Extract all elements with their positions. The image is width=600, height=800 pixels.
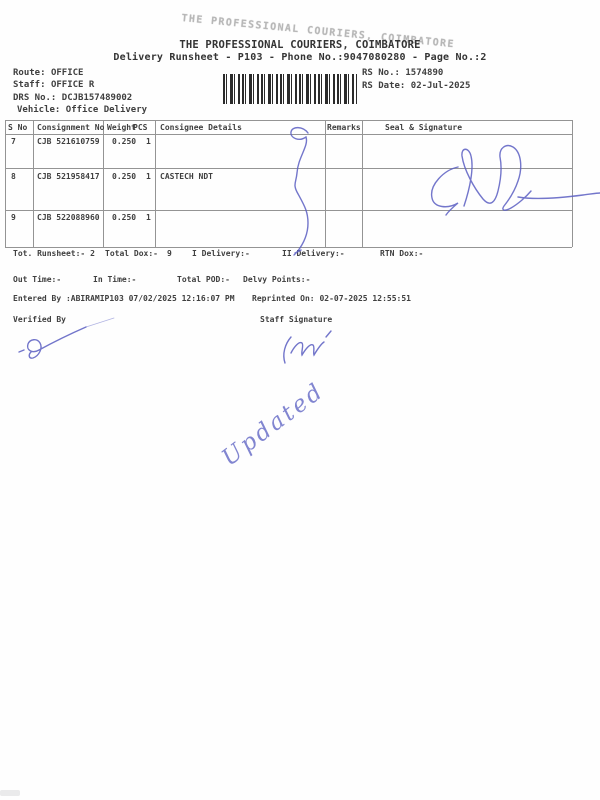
ii-delivery-label: II Delivery:- bbox=[282, 249, 345, 258]
row-weight: 0.250 bbox=[112, 137, 137, 146]
row-consignment-no: CJB 521610759 bbox=[37, 137, 100, 146]
total-dox: Total Dox:- 9 bbox=[105, 249, 172, 258]
row-pcs: 1 bbox=[146, 213, 151, 222]
updated-handwriting: Updated bbox=[217, 377, 330, 472]
i-delivery-label: I Delivery:- bbox=[192, 249, 250, 258]
route-value: OFFICE bbox=[50, 68, 84, 78]
row-weight: 0.250 bbox=[112, 213, 137, 222]
total-runsheet-value: 2 bbox=[90, 249, 95, 258]
reprinted-line: Reprinted On: 02-07-2025 12:55:51 bbox=[252, 294, 411, 303]
row-sno: 8 bbox=[11, 172, 16, 181]
rs-no-line: RS No.: 1574890 bbox=[362, 68, 443, 78]
row-sno: 9 bbox=[11, 213, 16, 222]
route-line: Route: OFFICE bbox=[13, 68, 83, 78]
table-gridline bbox=[325, 120, 326, 247]
table-gridline bbox=[155, 120, 156, 247]
entered-by-value: ABIRAMIP103 07/02/2025 12:16:07 PM bbox=[70, 294, 235, 303]
verified-by-signature-tail bbox=[85, 317, 115, 328]
barcode-image bbox=[223, 74, 357, 104]
total-dox-value: 9 bbox=[166, 249, 172, 258]
page-title: THE PROFESSIONAL COURIERS, COIMBATORE bbox=[179, 39, 421, 51]
rtn-dox-label: RTN Dox:- bbox=[380, 249, 424, 258]
row-consignment-no: CJB 521958417 bbox=[37, 172, 100, 181]
table-gridline bbox=[362, 120, 363, 247]
table-gridline bbox=[103, 120, 104, 247]
reprinted-label: Reprinted On: bbox=[252, 294, 315, 303]
rs-date-value: 02-Jul-2025 bbox=[410, 81, 471, 91]
runsheet-subtitle: Delivery Runsheet - P103 - Phone No.:904… bbox=[113, 52, 487, 63]
drs-line: DRS No.: DCJB157489002 bbox=[13, 93, 132, 103]
col-header-sno: S No bbox=[8, 123, 28, 132]
col-header-weight: Weight bbox=[107, 123, 136, 132]
entered-by-label: Entered By : bbox=[13, 294, 71, 303]
drs-value: DCJB157489002 bbox=[61, 93, 133, 103]
row-consignment-no: CJB 522088960 bbox=[37, 213, 100, 222]
in-time-label: In Time:- bbox=[93, 275, 137, 284]
out-time-label: Out Time:- bbox=[13, 275, 62, 284]
total-dox-label: Total Dox:- bbox=[105, 249, 158, 258]
staff-label: Staff: bbox=[13, 80, 46, 90]
entered-by-line: Entered By :ABIRAMIP103 07/02/2025 12:16… bbox=[13, 294, 235, 303]
row-consignee: CASTECH NDT bbox=[160, 172, 213, 181]
rs-no-value: 1574890 bbox=[405, 68, 444, 78]
col-header-consignment: Consignment No bbox=[37, 123, 105, 132]
table-gridline bbox=[5, 120, 6, 247]
staff-signature-ink bbox=[283, 330, 332, 364]
total-runsheet: Tot. Runsheet:- 2 bbox=[13, 249, 95, 258]
vehicle-label: Vehicle: bbox=[17, 105, 61, 115]
col-header-pcs: PCS bbox=[133, 123, 148, 132]
verified-by-signature bbox=[18, 326, 87, 359]
rs-date-line: RS Date: 02-Jul-2025 bbox=[362, 81, 470, 91]
rs-no-label: RS No.: bbox=[362, 68, 400, 78]
row-sno: 7 bbox=[11, 137, 16, 146]
total-pod-label: Total POD:- bbox=[177, 275, 230, 284]
total-runsheet-label: Tot. Runsheet:- bbox=[13, 249, 86, 258]
staff-signature-label: Staff Signature bbox=[260, 315, 333, 324]
col-header-remarks: Remarks bbox=[327, 123, 361, 132]
route-label: Route: bbox=[13, 68, 46, 78]
table-gridline bbox=[5, 168, 572, 169]
vehicle-value: Office Delivery bbox=[65, 105, 148, 115]
table-gridline bbox=[33, 120, 34, 247]
table-gridline bbox=[5, 247, 572, 248]
verified-by-label: Verified By bbox=[13, 315, 66, 324]
delvy-points-label: Delvy Points:- bbox=[243, 275, 311, 284]
consignment-table: S No Consignment No Weight PCS Consignee… bbox=[5, 120, 573, 248]
col-header-seal: Seal & Signature bbox=[385, 123, 463, 132]
col-header-consignee: Consignee Details bbox=[160, 123, 242, 132]
vehicle-line: Vehicle: Office Delivery bbox=[17, 105, 147, 115]
table-gridline bbox=[5, 134, 572, 135]
table-gridline bbox=[572, 120, 573, 247]
drs-label: DRS No.: bbox=[13, 93, 57, 103]
staff-line: Staff: OFFICE R bbox=[13, 80, 94, 90]
table-gridline bbox=[5, 210, 572, 211]
row-weight: 0.250 bbox=[112, 172, 137, 181]
rs-date-label: RS Date: bbox=[362, 81, 406, 91]
table-gridline bbox=[5, 120, 572, 121]
staff-value: OFFICE R bbox=[50, 80, 95, 90]
reprinted-value: 02-07-2025 12:55:51 bbox=[319, 294, 411, 303]
scan-artifact bbox=[0, 790, 20, 796]
row-pcs: 1 bbox=[146, 137, 151, 146]
row-pcs: 1 bbox=[146, 172, 151, 181]
